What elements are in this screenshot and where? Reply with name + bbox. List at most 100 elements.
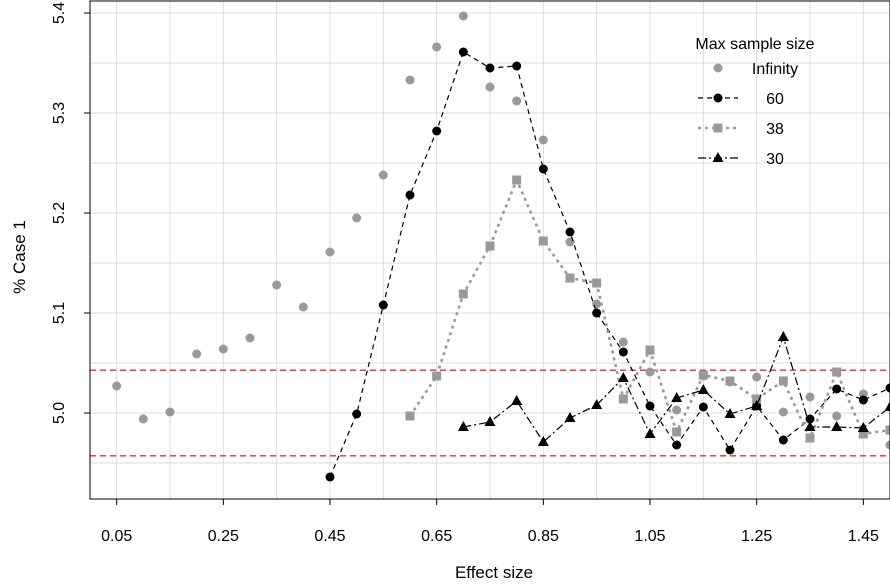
data-point [245,333,255,343]
series-60 [325,47,890,482]
data-point [591,399,603,409]
x-tick-label: 0.85 [528,528,559,545]
data-point [698,402,708,412]
legend-label: 38 [766,121,784,138]
data-point [832,367,842,377]
data-point [698,370,708,380]
legend-entry: 30 [698,151,784,168]
data-point [804,421,816,431]
y-axis-label: % Case 1 [10,220,29,294]
legend-entry: Infinity [713,61,798,78]
data-point [885,383,890,393]
data-point [538,135,548,145]
series-layer [112,11,890,482]
data-point [378,170,388,180]
data-point [192,349,202,359]
data-point [405,411,415,421]
data-point [672,427,682,437]
data-point [432,42,442,52]
legend-label: 30 [766,151,784,168]
data-point [777,331,789,341]
data-point [617,372,629,382]
data-point [432,126,442,136]
data-point [618,337,628,347]
data-point [512,96,522,106]
data-point [724,408,736,418]
legend: Max sample size Infinity 60 38 30 [695,36,814,168]
legend-marker [712,152,724,162]
data-point [725,376,735,386]
data-point [325,247,335,257]
data-point [512,61,522,71]
data-point [752,394,762,404]
data-point [272,280,282,290]
data-point [352,409,362,419]
data-point [565,273,575,283]
data-point [458,47,468,57]
data-point [538,164,548,174]
data-point [857,422,869,432]
x-tick-label: 1.45 [848,528,879,545]
data-point [645,345,655,355]
data-point [457,421,469,431]
data-point [644,428,656,438]
data-point [672,440,682,450]
x-axis: 0.05 0.25 0.45 0.65 0.85 1.05 1.25 1.45 [101,499,879,545]
data-point [564,412,576,422]
data-point [485,241,495,251]
series-30 [457,331,890,446]
data-point [858,395,868,405]
data-point [645,367,655,377]
data-point [885,440,890,450]
data-point [511,395,523,405]
y-tick-label: 5.3 [51,102,68,124]
data-point [485,82,495,92]
x-axis-label: Effect size [455,563,533,582]
data-point [138,414,148,424]
data-point [458,11,468,21]
x-tick-label: 0.65 [421,528,452,545]
y-axis: 5.0 5.1 5.2 5.3 5.4 [51,2,90,424]
data-point [298,302,308,312]
data-point [805,414,815,424]
data-point [858,429,868,439]
data-point [538,236,548,246]
data-point [484,416,496,426]
x-tick-label: 0.45 [314,528,345,545]
y-tick-label: 5.4 [51,2,68,24]
data-point [618,394,628,404]
data-point [432,371,442,381]
y-tick-label: 5.2 [51,202,68,224]
data-point [831,421,843,431]
data-point [805,433,815,443]
data-point [645,401,655,411]
data-point [378,300,388,310]
x-tick-label: 1.05 [634,528,665,545]
data-point [592,308,602,318]
legend-marker [713,63,723,73]
data-point [565,227,575,237]
data-point [618,347,628,357]
data-point [352,213,362,223]
data-point [165,407,175,417]
data-point [778,407,788,417]
legend-marker [713,93,723,103]
reference-lines [90,369,890,457]
data-point [778,435,788,445]
legend-label: 60 [766,91,784,108]
data-point [565,237,575,247]
data-point [218,344,228,354]
legend-entry: 60 [698,91,784,108]
data-point [112,381,122,391]
data-point [405,75,415,85]
y-tick-label: 5.0 [51,402,68,424]
plot-frame [89,0,890,500]
x-tick-label: 1.25 [741,528,772,545]
data-point [832,384,842,394]
data-point [832,411,842,421]
data-point [752,372,762,382]
series-line [329,51,890,478]
data-point [672,405,682,415]
x-tick-label: 0.25 [208,528,239,545]
